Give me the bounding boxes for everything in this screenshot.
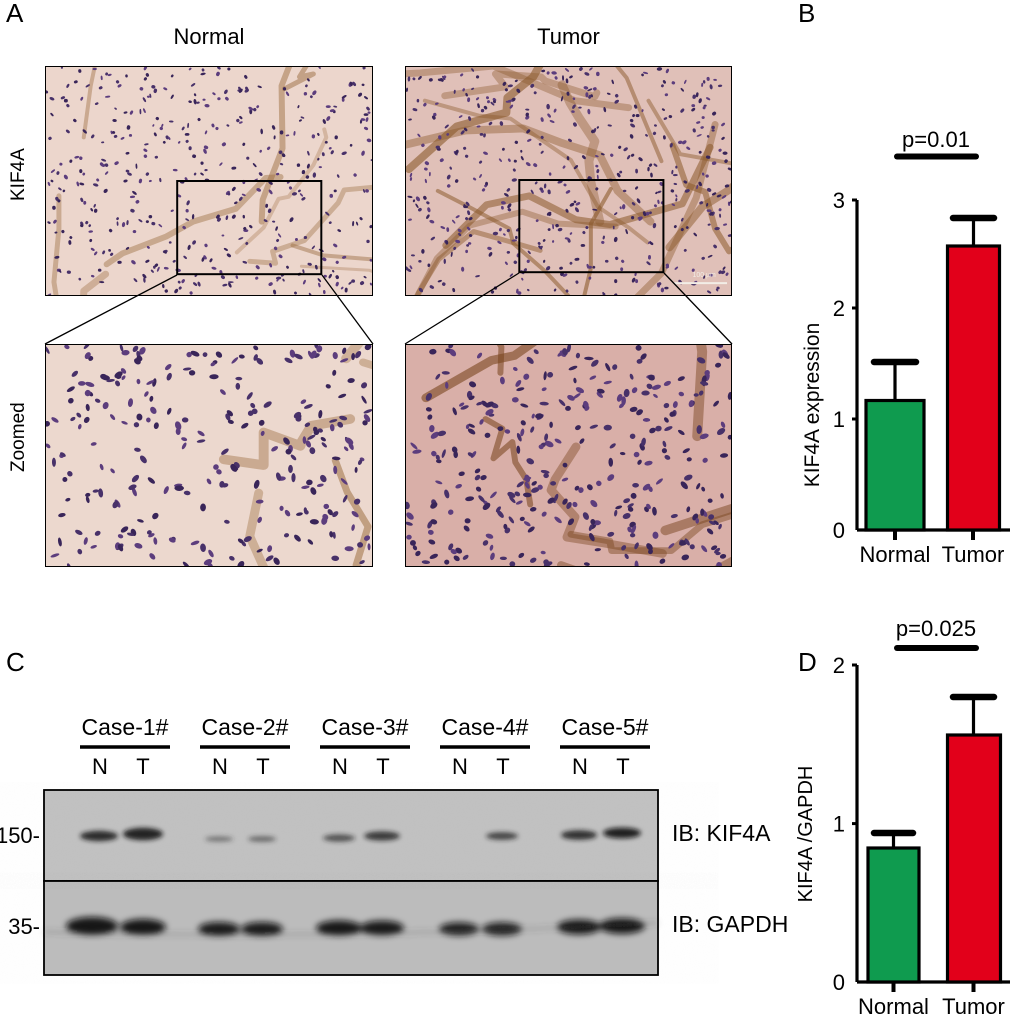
svg-text:35-: 35- xyxy=(8,914,40,939)
svg-text:IB: GAPDH: IB: GAPDH xyxy=(672,911,788,937)
svg-text:Case-1#: Case-1# xyxy=(82,714,169,740)
svg-text:T: T xyxy=(616,754,629,779)
svg-text:N: N xyxy=(92,754,108,779)
svg-text:N: N xyxy=(572,754,588,779)
svg-text:T: T xyxy=(376,754,389,779)
svg-text:T: T xyxy=(256,754,269,779)
svg-text:1: 1 xyxy=(833,812,845,837)
svg-text:T: T xyxy=(136,754,149,779)
svg-text:N: N xyxy=(452,754,468,779)
svg-text:2: 2 xyxy=(833,653,845,678)
svg-text:Case-3#: Case-3# xyxy=(322,714,409,740)
svg-text:N: N xyxy=(332,754,348,779)
svg-text:IB: KIF4A: IB: KIF4A xyxy=(672,820,771,846)
svg-text:N: N xyxy=(212,754,228,779)
svg-text:150-: 150- xyxy=(0,823,40,848)
svg-text:T: T xyxy=(496,754,509,779)
svg-text:Case-2#: Case-2# xyxy=(202,714,289,740)
svg-text:KIF4A /GAPDH: KIF4A /GAPDH xyxy=(795,766,817,903)
svg-text:0: 0 xyxy=(833,970,845,995)
svg-text:p=0.025: p=0.025 xyxy=(896,616,976,641)
svg-text:Case-4#: Case-4# xyxy=(442,714,529,740)
svg-text:Normal: Normal xyxy=(858,994,929,1019)
svg-text:Tumor: Tumor xyxy=(942,994,1005,1019)
svg-text:Case-5#: Case-5# xyxy=(562,714,649,740)
